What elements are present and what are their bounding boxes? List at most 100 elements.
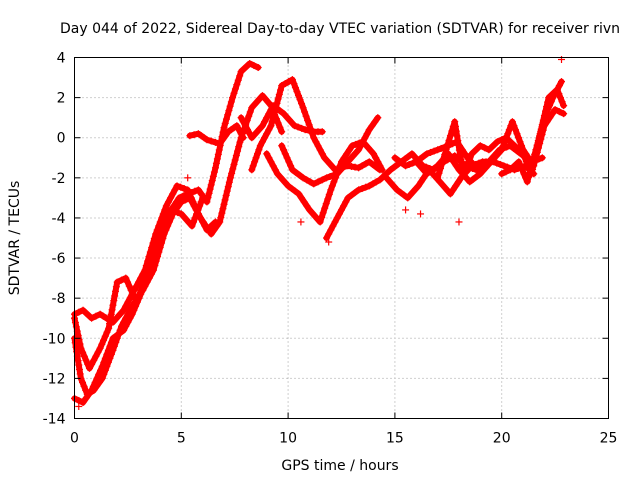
data-point (271, 108, 279, 116)
data-point (174, 202, 182, 210)
data-point (496, 160, 504, 168)
data-point (244, 126, 252, 134)
data-point (72, 323, 80, 331)
data-point (269, 162, 277, 170)
data-point (106, 342, 114, 350)
data-point (156, 244, 164, 252)
data-point (436, 164, 444, 172)
data-point (475, 159, 483, 167)
data-point (295, 190, 303, 198)
data-point (132, 282, 140, 290)
data-point (126, 314, 134, 322)
data-point (560, 110, 568, 118)
data-point (297, 194, 305, 202)
data-point (113, 278, 121, 286)
data-point (532, 146, 540, 154)
data-point (236, 138, 244, 146)
x-tick-label: 0 (70, 431, 79, 447)
data-point (279, 146, 287, 154)
data-point (191, 214, 199, 222)
data-point (451, 118, 459, 126)
data-point (305, 121, 313, 129)
data-point (542, 110, 550, 118)
data-point (110, 297, 118, 305)
data-point (328, 182, 336, 190)
data-point (96, 366, 104, 374)
data-point (182, 196, 190, 204)
data-point (207, 181, 215, 189)
data-point (225, 107, 233, 115)
data-point (211, 138, 219, 146)
data-point (227, 98, 235, 106)
data-point (193, 210, 201, 218)
data-point (184, 174, 192, 182)
data-point (287, 162, 295, 170)
data-point (184, 186, 192, 194)
x-tick-label: 5 (177, 431, 186, 447)
data-point (404, 152, 412, 160)
data-point (80, 352, 88, 360)
data-point (79, 348, 87, 356)
data-point (521, 154, 529, 162)
data-point (174, 209, 182, 217)
data-point (290, 80, 298, 88)
data-point (301, 108, 309, 116)
data-point (299, 174, 307, 182)
data-point (516, 162, 524, 170)
data-point (303, 202, 311, 210)
data-point (213, 222, 221, 230)
data-point (170, 207, 178, 215)
data-point (295, 171, 303, 179)
data-point (229, 165, 237, 173)
data-point (239, 118, 247, 126)
data-point (292, 168, 300, 176)
data-point (321, 204, 329, 212)
data-point (555, 108, 563, 116)
data-point (534, 137, 542, 145)
data-point (159, 235, 167, 243)
data-point (278, 82, 286, 90)
data-point (508, 118, 516, 126)
data-point (128, 310, 136, 318)
data-point (394, 156, 402, 164)
data-point (549, 94, 557, 102)
data-point (128, 290, 136, 298)
data-point (122, 302, 130, 310)
data-point (92, 352, 100, 360)
data-point (476, 142, 484, 150)
data-point (74, 331, 82, 339)
data-point (402, 206, 410, 214)
data-point (365, 182, 373, 190)
data-point (312, 138, 320, 146)
data-point (158, 239, 166, 247)
data-point (327, 186, 335, 194)
data-point (248, 166, 256, 174)
data-point (164, 210, 172, 218)
data-point (371, 118, 379, 126)
data-point (294, 123, 302, 131)
data-point (228, 169, 236, 177)
data-point (153, 235, 161, 243)
data-point (263, 114, 271, 122)
data-point (221, 132, 229, 140)
data-point (85, 364, 93, 372)
data-point (256, 142, 264, 150)
data-point (498, 170, 506, 178)
data-point (281, 80, 289, 88)
data-point (310, 180, 318, 188)
data-point (297, 218, 305, 226)
x-tick-label: 25 (600, 431, 618, 447)
data-point (226, 174, 234, 182)
y-tick-label: -12 (43, 371, 66, 387)
data-point (112, 283, 120, 291)
data-point (558, 98, 566, 106)
data-point (423, 150, 431, 158)
data-point (154, 231, 162, 239)
data-point (111, 292, 119, 300)
data-point (96, 344, 104, 352)
data-point (142, 272, 150, 280)
data-point (538, 123, 546, 131)
data-point (265, 126, 273, 134)
data-point (75, 365, 83, 373)
data-point (481, 144, 489, 152)
